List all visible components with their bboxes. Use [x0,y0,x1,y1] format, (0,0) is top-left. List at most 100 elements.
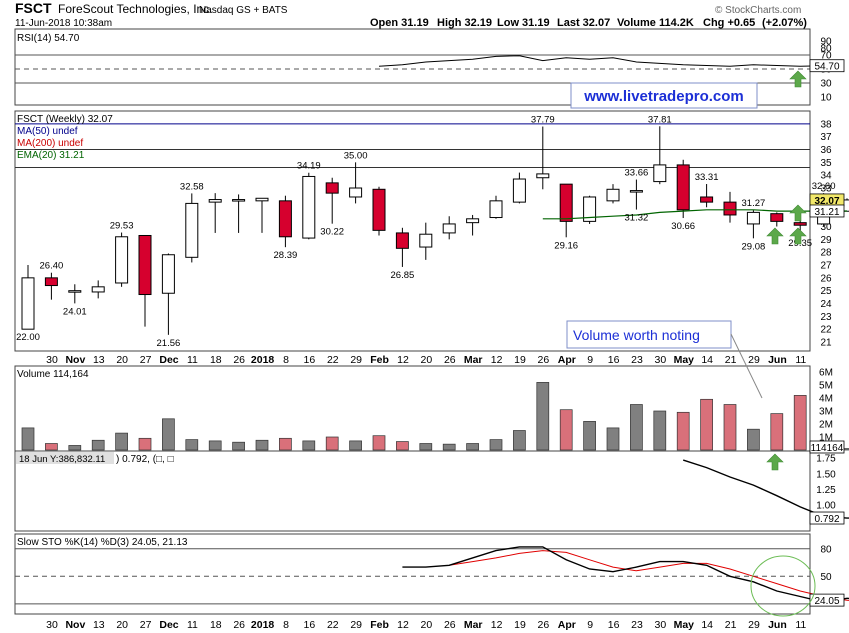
candle-body [629,190,643,193]
price-hl-label: 35.00 [344,150,368,161]
candle-body [232,199,246,202]
volume-bar [770,413,784,451]
website-link[interactable]: www.livetradepro.com [583,88,744,105]
price-date-label: 20 [116,354,128,366]
candle-body [21,277,35,330]
volume-bar [302,440,316,451]
price-date-label: 29 [350,354,362,366]
ema-last-label: 31.21 [814,207,839,218]
price-tick-label: 30 [820,222,832,233]
watermark: © StockCharts.com [715,5,801,16]
stochastic-date-label: 30 [46,619,58,631]
stochastic-date-label: Apr [558,619,576,631]
price-date-label: 26 [444,354,456,366]
price-hl-label: 31.27 [742,198,766,209]
stochastic-date-label: 8 [283,619,289,631]
volume-bar [793,395,807,451]
website-box [570,82,758,109]
stochastic-date-label: 9 [587,619,593,631]
candle-body [489,200,503,219]
volume-last-label-box [809,440,845,454]
exchange: Nasdaq GS + BATS [199,5,288,16]
price-tick-label: 26 [820,273,832,284]
stochastic-last-label-box [809,593,845,607]
volume-bar [466,443,479,451]
price-label: FSCT (Weekly) 32.07 [17,114,113,125]
volume-bar [583,421,596,451]
volume-bar [208,440,222,451]
price-hl-label: 29.16 [554,240,578,251]
candle-body [770,213,784,222]
price-tick-label: 21 [820,338,832,349]
volume-bar [185,439,199,451]
volume-bar [138,437,152,451]
stochastic-date-label: 21 [725,619,737,631]
candle-body [325,182,339,194]
stochastic-date-label: Mar [464,619,483,631]
volume-bar [676,411,690,451]
price-up-arrow [789,227,807,245]
candle-body [700,196,714,203]
price-tick-label: 29 [820,235,832,246]
volume-tick-label: 6M [819,368,833,379]
candle-body [372,188,386,231]
rsi-last-label: 54.70 [814,62,839,73]
candle-body [349,187,363,198]
rsi-tick-label: 80 [820,44,832,55]
candle-body [466,218,480,224]
stochastic-date-label: Dec [159,619,178,631]
indicator-tick-label: 1.50 [816,469,836,480]
candle-body [395,232,409,249]
company-name: ForeScout Technologies, Inc. [58,2,213,16]
price-tick-label: 25 [820,286,832,297]
price-date-label: Feb [370,354,389,366]
price-date-label: Dec [159,354,178,366]
stochastic-date-label: 11 [795,619,806,631]
indicator-last-label-box [809,511,845,525]
high-value: High 32.19 [437,17,492,29]
price-hl-label: 26.40 [40,261,64,272]
price-hl-label: 29.08 [742,241,766,252]
price-date-label: 26 [538,354,550,366]
price-date-label: 2018 [251,354,275,366]
date-axes: 30 Nov 13 20 27 Dec 11 18 26 2018 8 16 22 29 Feb 12 20 26… [46,354,806,631]
price-date-label: 29 [748,354,760,366]
price-hl-label: 33.66 [625,168,649,179]
volume-bar [747,428,760,451]
stochastic-date-label: Nov [65,619,85,631]
stochastic-label: Slow STO %K(14) %D(3) 24.05, 21.13 [17,537,188,548]
stochastic-date-label: 20 [421,619,433,631]
indicator-text: ) 0.792, (□, □ [116,454,174,465]
ema20-label: EMA(20) 31.21 [17,150,85,161]
rsi-line [378,55,824,67]
price-up-arrow [766,227,784,245]
stochastic-date-label: 27 [140,619,152,631]
price-hl-label: 26.85 [391,270,415,281]
stochastic-date-label: Feb [370,619,389,631]
price-hl-label: 34.19 [297,161,321,172]
volume-bar [21,427,35,451]
price-hl-label: 37.79 [531,115,555,126]
volume-bar [653,410,667,451]
low-value: Low 31.19 [497,17,550,29]
ema-last-label-box [809,204,845,218]
price-date-label: 12 [491,354,503,366]
price-panel [14,110,811,352]
price-date-label: 16 [608,354,620,366]
price-date-label: 26 [233,354,245,366]
volume-bar [396,441,409,451]
price-date-label: Nov [65,354,85,366]
stochastic-date-label: May [674,619,695,631]
stochastic-k-line [402,546,849,603]
price-tick-label: 37 [820,132,832,143]
price-date-label: 14 [701,354,713,366]
price-layer: 38373635343332313029282726252423222122.0… [15,114,849,349]
price-date-label: 8 [283,354,289,366]
stochastic-d-line [449,550,849,601]
volume-tick-label: 4M [819,394,833,405]
price-date-label: 11 [187,354,198,366]
volume-bar [232,441,245,451]
stochastic-date-label: 16 [608,619,620,631]
volume-bar [162,418,175,451]
